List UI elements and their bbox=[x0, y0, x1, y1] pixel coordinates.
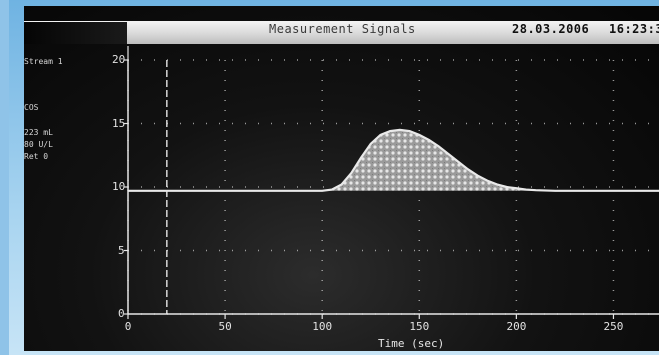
signal-area bbox=[128, 129, 659, 191]
x-tick-label-0: 0 bbox=[124, 320, 132, 333]
date-readout: 28.03.2006 bbox=[512, 22, 590, 36]
monitor-frame: Measurement Signals 28.03.2006 16:23:3 S… bbox=[9, 0, 659, 355]
param-line-3: 80 U/L bbox=[24, 140, 53, 149]
y-tick-label-2: 10 bbox=[112, 180, 126, 193]
x-axis-title: Time (sec) bbox=[378, 337, 445, 350]
x-tick-label-3: 150 bbox=[409, 320, 430, 333]
time-readout: 16:23:3 bbox=[609, 22, 659, 36]
y-tick-label-1: 5 bbox=[118, 243, 125, 257]
y-tick-label-0: 0 bbox=[118, 307, 125, 320]
title-bar-left-block bbox=[24, 22, 127, 44]
x-tick-label-2: 100 bbox=[312, 320, 333, 333]
param-line-2: 223 mL bbox=[24, 128, 53, 137]
x-tick-label-1: 50 bbox=[218, 320, 232, 333]
signal-chart bbox=[124, 46, 659, 319]
x-tick-label-4: 200 bbox=[506, 320, 527, 333]
y-tick-label-4: 20 bbox=[112, 53, 126, 66]
param-line-4: Ret 0 bbox=[24, 152, 49, 161]
x-tick-label-5: 250 bbox=[603, 320, 624, 333]
window-title: Measurement Signals bbox=[269, 22, 416, 36]
param-line-1: COS bbox=[24, 103, 39, 112]
y-tick-label-3: 15 bbox=[112, 116, 126, 130]
title-bar bbox=[24, 21, 659, 44]
signal-line bbox=[128, 128, 659, 192]
monitor-screen: Measurement Signals 28.03.2006 16:23:3 S… bbox=[24, 6, 659, 351]
channel-label: Stream 1 bbox=[24, 57, 63, 66]
